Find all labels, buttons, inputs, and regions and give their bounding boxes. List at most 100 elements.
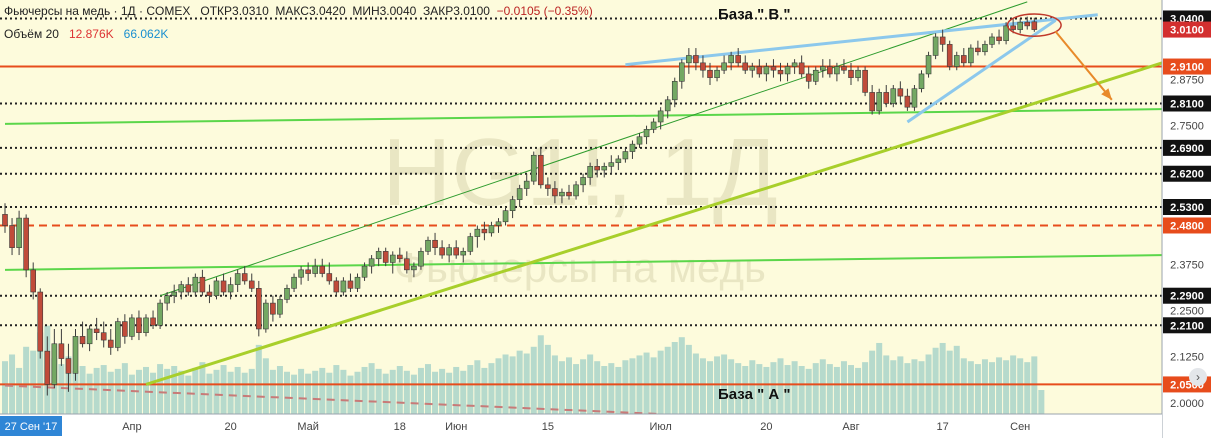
candle-body [354, 276, 361, 289]
candle-body [263, 302, 269, 330]
candle-body [115, 321, 121, 348]
time-axis [0, 414, 1162, 438]
volume-bar [375, 368, 382, 414]
candle-body [1010, 25, 1016, 30]
candle-body [319, 265, 326, 274]
candle-body [862, 69, 868, 93]
base-a-label[interactable]: База " А " [718, 386, 791, 403]
volume-bar [1017, 358, 1024, 414]
volume-bar [164, 368, 171, 414]
candle-body [220, 280, 227, 293]
volume-bar [114, 368, 121, 414]
candle-body [982, 44, 988, 53]
trend-line [4, 108, 1169, 125]
candle-body [932, 36, 939, 56]
price-tag-label: 2.8100 [1170, 99, 1204, 111]
change-value: −0.0105 (−0.35%) [496, 4, 593, 18]
candle-body [241, 273, 248, 282]
candle-body [432, 239, 438, 248]
candle-body [255, 288, 262, 330]
trend-line [159, 1, 1028, 297]
scroll-right-icon[interactable]: › [1189, 368, 1207, 386]
candle-body [143, 317, 149, 333]
volume-bar [333, 365, 340, 414]
volume-bar [128, 374, 135, 414]
volume-bar [643, 352, 650, 414]
candle-body [51, 343, 58, 385]
price-tag-label: 2.4800 [1170, 220, 1204, 232]
volume-bar [37, 332, 44, 414]
volume-bar [446, 372, 453, 414]
candle-body [1031, 21, 1038, 30]
price-tag-label: 2.5300 [1170, 202, 1204, 214]
volume-bar [544, 344, 551, 414]
volume-bar [107, 371, 114, 414]
volume-bar [756, 364, 763, 414]
candle-body [199, 276, 206, 293]
volume-bar [305, 373, 312, 414]
candle-body [953, 55, 960, 67]
candle-body [693, 55, 699, 64]
volume-bar [996, 357, 1003, 414]
time-tick-label: Май [297, 421, 319, 433]
volume-bar [953, 345, 960, 414]
volume-bar [312, 370, 319, 414]
price-tag-label: 2.2900 [1170, 291, 1204, 303]
volume-legend[interactable]: Объём 20 12.876K 66.062K [4, 27, 168, 41]
price-tick-label: 2.7500 [1170, 121, 1204, 133]
candle-body [396, 254, 403, 260]
price-tag-label: 2.2100 [1170, 320, 1204, 332]
trend-line [145, 59, 1169, 386]
base-b-label[interactable]: База " В " [718, 6, 791, 23]
candle-body [375, 251, 382, 260]
candle-body [227, 284, 234, 293]
volume-bar [276, 366, 283, 414]
volume-bar [150, 372, 157, 414]
volume-bar [770, 362, 777, 414]
volume-bar [340, 369, 347, 414]
candle-body [291, 276, 297, 289]
price-tag [1163, 317, 1211, 334]
volume-bar [481, 367, 488, 414]
volume-bar [213, 369, 220, 414]
candle-body [72, 336, 79, 374]
candle-body [904, 95, 911, 108]
candle-body [608, 162, 615, 167]
volume-bar [86, 373, 93, 414]
arrow-head [1101, 88, 1112, 100]
candle-body [234, 273, 241, 285]
candle-body [446, 247, 452, 256]
candle-body [150, 317, 156, 326]
volume-bar [417, 367, 424, 414]
candle-body [735, 55, 742, 64]
time-tick-label: 18 [394, 421, 406, 433]
highlight-ellipse [1006, 13, 1062, 37]
volume-bar [79, 366, 86, 414]
candle-body [996, 36, 1002, 41]
volume-bar [439, 368, 446, 414]
time-tag [0, 416, 62, 436]
candle-body [86, 328, 93, 345]
candle-body [777, 69, 784, 75]
volume-bar [23, 346, 30, 414]
candle-body [559, 191, 565, 197]
candle-body [622, 151, 629, 160]
volume-bar [157, 364, 164, 414]
time-tick-label: 20 [224, 421, 236, 433]
candle-body [481, 228, 488, 234]
candle-body [636, 136, 643, 145]
volume-bar [855, 367, 862, 414]
price-tick-label: 2.3750 [1170, 259, 1204, 271]
candle-body [509, 199, 516, 211]
volume-bar [601, 366, 608, 414]
time-tick-label: 17 [937, 421, 949, 433]
volume-bar [699, 358, 706, 414]
price-tick-label: 2.8750 [1170, 74, 1204, 86]
volume-bar [735, 363, 742, 414]
symbol-title[interactable]: Фьючерсы на медь · 1Д · COMEX [4, 4, 191, 18]
volume-bar [495, 358, 502, 414]
price-tag [1163, 139, 1211, 156]
volume-bar [594, 361, 601, 414]
volume-bar [72, 370, 79, 414]
